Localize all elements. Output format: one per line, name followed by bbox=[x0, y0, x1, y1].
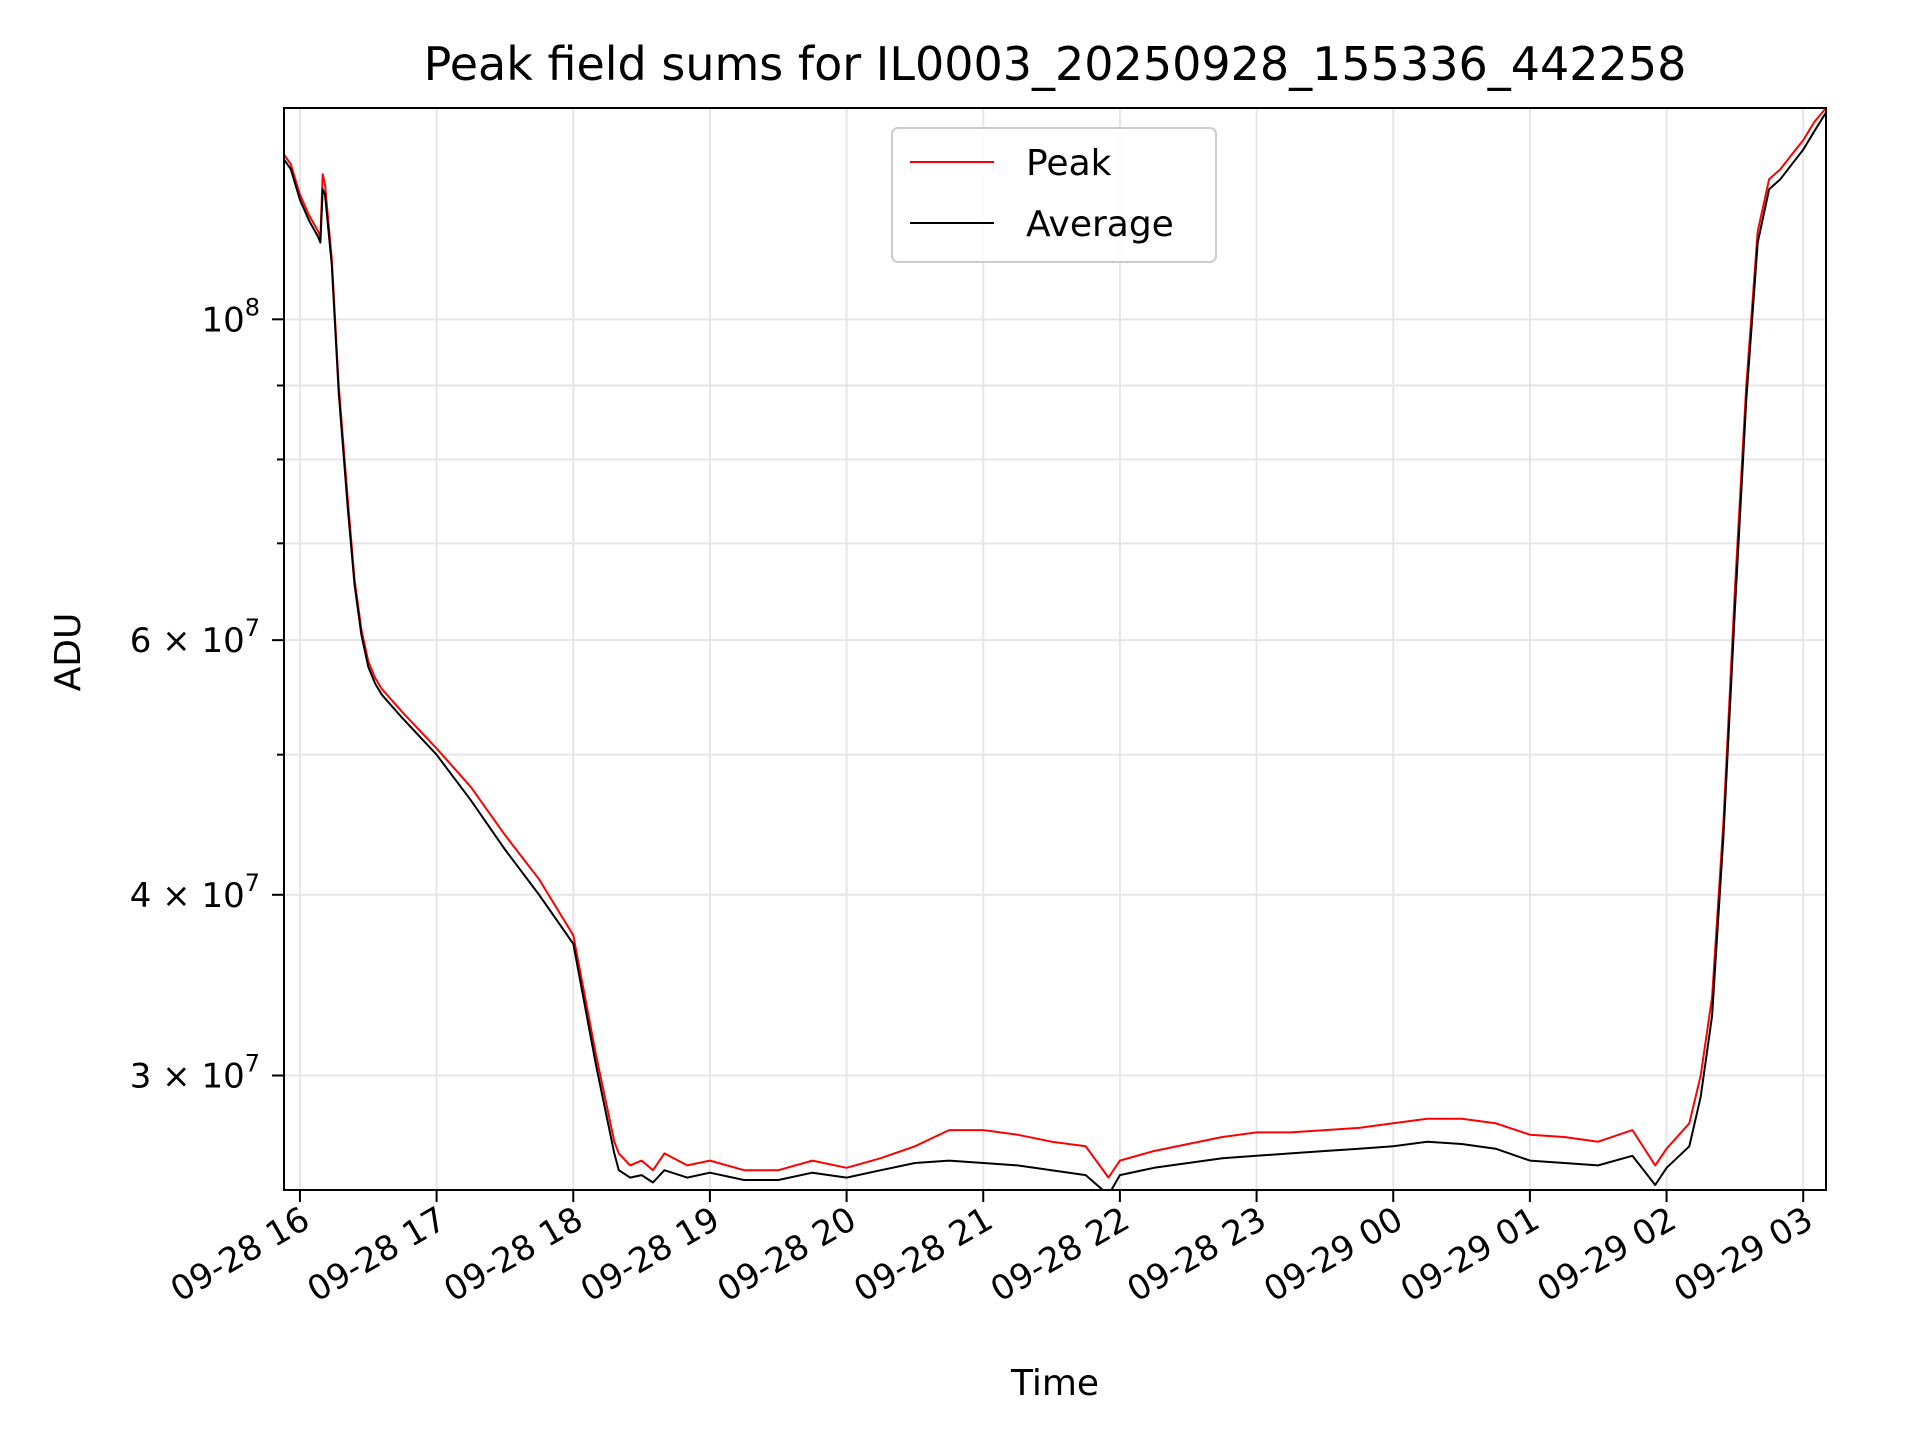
legend-label-peak: Peak bbox=[1026, 143, 1112, 184]
y-tick-label: 3 × 107 bbox=[130, 1049, 260, 1096]
y-tick-mantissa: 6 bbox=[130, 621, 152, 661]
series-line-average bbox=[284, 111, 1826, 1190]
y-tick-exponent: 7 bbox=[245, 869, 260, 897]
y-tick-exponent: 7 bbox=[245, 614, 260, 642]
plot-frame bbox=[283, 107, 1827, 1191]
legend: Peak Average bbox=[891, 127, 1217, 263]
y-tick-times: × 10 bbox=[151, 876, 244, 916]
y-tick-times: × 10 bbox=[151, 1056, 244, 1096]
y-tick-exponent: 8 bbox=[245, 293, 260, 321]
legend-label-average: Average bbox=[1026, 204, 1174, 245]
y-tick-base: 10 bbox=[201, 300, 244, 340]
y-tick-times: × 10 bbox=[151, 621, 244, 661]
y-tick-mantissa: 3 bbox=[130, 1056, 152, 1096]
y-tick-label: 6 × 107 bbox=[130, 614, 260, 661]
y-axis-label: ADU bbox=[48, 613, 89, 692]
y-tick-label: 4 × 107 bbox=[130, 869, 260, 916]
series-layer bbox=[284, 108, 1826, 1190]
y-tick-mantissa: 4 bbox=[130, 876, 152, 916]
y-tick-exponent: 7 bbox=[245, 1049, 260, 1077]
chart-title: Peak field sums for IL0003_20250928_1553… bbox=[424, 37, 1687, 91]
series-line-peak bbox=[284, 108, 1826, 1179]
grid-lines bbox=[284, 108, 1826, 1190]
x-axis-label: Time bbox=[1010, 1363, 1099, 1404]
y-tick-label: 108 bbox=[201, 293, 260, 340]
